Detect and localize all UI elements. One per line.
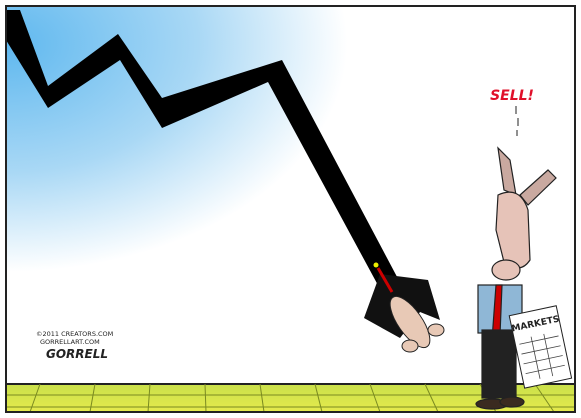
signature: GORRELL bbox=[46, 347, 108, 361]
cartoon: MARKETS SELL! ©2011 CREATORS.COM GORRELL… bbox=[0, 0, 581, 418]
page: MARKETS SELL! ©2011 CREATORS.COM GORRELL… bbox=[0, 0, 581, 418]
speech-text: SELL! bbox=[490, 88, 534, 104]
website: GORRELLART.COM bbox=[40, 338, 100, 346]
copyright: ©2011 CREATORS.COM bbox=[36, 330, 113, 338]
